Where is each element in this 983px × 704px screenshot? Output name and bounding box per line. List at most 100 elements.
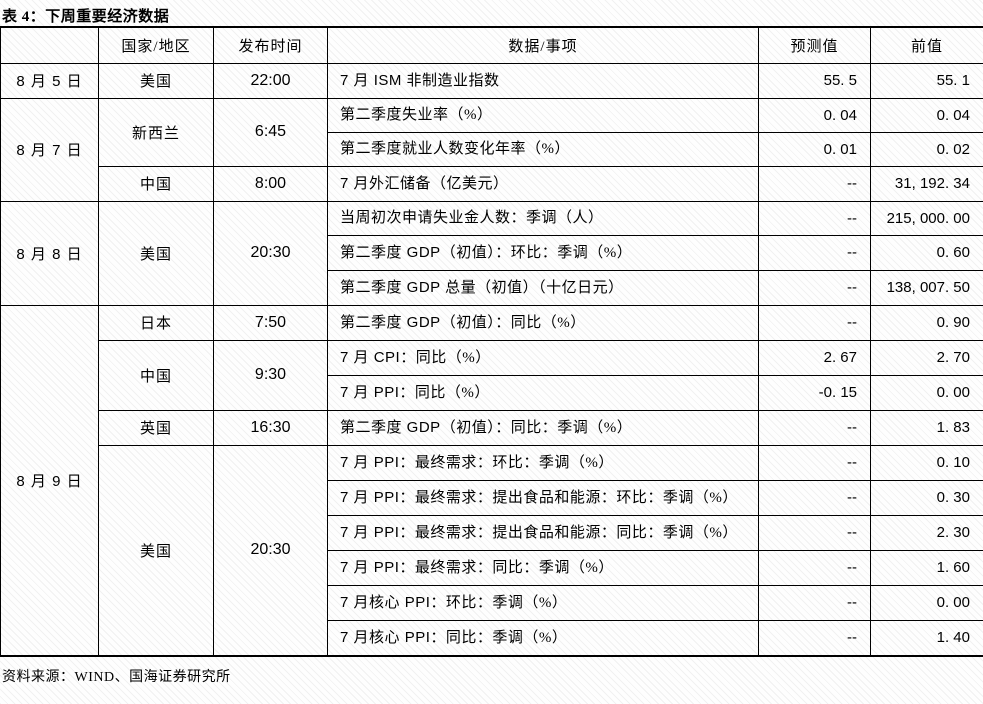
table-row: 中国 8:00 7 月外汇储备（亿美元） -- 31, 192. 34: [1, 165, 983, 202]
latin-text: 7: [46, 142, 67, 159]
item-cell: 7 月外汇储备（亿美元）: [327, 165, 759, 202]
latin-text: PPI: [369, 383, 400, 401]
forecast-cell: --: [758, 409, 871, 446]
column-header-date: [0, 26, 99, 64]
previous-cell: 0. 02: [870, 131, 983, 167]
item-cell: 第二季度失业率（%）: [327, 97, 759, 133]
forecast-cell: --: [758, 304, 871, 341]
latin-text: PPI: [369, 488, 400, 506]
item-cell: 第二季度就业人数变化年率（%）: [327, 131, 759, 167]
item-cell: 第二季度 GDP（初值）：同比（%）: [327, 304, 759, 341]
date-cell: 8 月 5 日: [0, 62, 99, 99]
table-row: 美国 20:30 7 月 PPI：最终需求：环比：季调（%） -- 0. 10: [1, 444, 983, 656]
previous-cell: 1. 60: [870, 549, 983, 586]
latin-text: 7: [340, 558, 354, 576]
source-note: 资料来源：WIND、国海证券研究所: [2, 669, 231, 685]
previous-cell: 0. 60: [870, 234, 983, 271]
time-cell: 20:30: [213, 200, 328, 306]
previous-cell: 0. 10: [870, 444, 983, 481]
table-row: 8 月 7 日新西兰 6:45 第二季度失业率（%） 0. 04 0. 04: [0, 97, 983, 202]
item-cell: 7 月 PPI：最终需求：提出食品和能源：同比：季调（%）: [327, 514, 759, 551]
forecast-cell: --: [758, 269, 871, 306]
previous-cell: 0. 04: [870, 97, 983, 133]
item-cell: 第二季度 GDP（初值）：环比：季调（%）: [327, 234, 759, 271]
previous-cell: 55. 1: [870, 62, 983, 99]
country-cell: 中国: [98, 339, 214, 411]
forecast-cell: 2. 67: [758, 339, 871, 376]
time-cell: 9:30: [213, 339, 328, 411]
date-cell: 8 月 8 日: [0, 200, 99, 306]
table-row: 中国 9:30 7 月 CPI：同比（%） 2. 67 2. 70: [1, 339, 983, 411]
time-cell: 7:50: [213, 304, 328, 341]
latin-text: GDP: [402, 313, 441, 331]
table-title: 表 4：下周重要经济数据: [2, 9, 170, 25]
latin-text: 7: [340, 453, 354, 471]
table-row: 英国 16:30 第二季度 GDP（初值）：同比：季调（%） -- 1. 83: [1, 409, 983, 446]
latin-text: ISM: [369, 71, 407, 89]
latin-text: 7: [340, 628, 354, 646]
forecast-cell: --: [758, 619, 871, 656]
time-cell: 20:30: [213, 444, 328, 656]
forecast-cell: --: [758, 514, 871, 551]
latin-text: CPI: [369, 348, 401, 366]
table-row: 第二季度就业人数变化年率（%） 0. 01 0. 02: [1, 131, 983, 167]
forecast-cell: --: [758, 200, 871, 236]
table-header-row: 国家/地区 发布时间 数据/事项 预测值 前值: [0, 26, 983, 64]
item-cell: 第二季度 GDP（初值）：同比：季调（%）: [327, 409, 759, 446]
country-cell: 美国: [98, 444, 214, 656]
latin-text: 8: [16, 142, 31, 159]
previous-cell: 1. 83: [870, 409, 983, 446]
forecast-cell: --: [758, 444, 871, 481]
latin-text: PPI: [369, 523, 400, 541]
forecast-cell: --: [758, 234, 871, 271]
country-cell: 中国: [98, 165, 214, 202]
previous-cell: 1. 40: [870, 619, 983, 656]
time-cell: 6:45: [213, 97, 328, 167]
time-cell: 16:30: [213, 409, 328, 446]
previous-cell: 138, 007. 50: [870, 269, 983, 306]
item-cell: 7 月 CPI：同比（%）: [327, 339, 759, 376]
item-cell: 第二季度 GDP 总量（初值）（十亿日元）: [327, 269, 759, 306]
latin-text: 8: [16, 245, 31, 263]
latin-text: PPI: [369, 558, 400, 576]
latin-text: 9: [46, 472, 67, 490]
latin-text: 7: [340, 488, 354, 506]
item-cell: 7 月 ISM 非制造业指数: [327, 62, 759, 99]
forecast-cell: 55. 5: [758, 62, 871, 99]
item-cell: 7 月核心 PPI：同比：季调（%）: [327, 619, 759, 656]
forecast-cell: --: [758, 165, 871, 202]
previous-cell: 0. 00: [870, 374, 983, 411]
previous-cell: 2. 70: [870, 339, 983, 376]
latin-text: 7: [340, 348, 354, 366]
forecast-cell: -0. 15: [758, 374, 871, 411]
latin-text: 8: [16, 73, 31, 90]
latin-text: GDP: [402, 243, 441, 261]
latin-text: 7: [340, 383, 354, 401]
item-cell: 7 月核心 PPI：环比：季调（%）: [327, 584, 759, 621]
date-cell: 8 月 7 日: [0, 97, 99, 202]
table-row: 8 月 8 日美国 20:30 当周初次申请失业金人数：季调（人） -- 215, 00…: [0, 200, 983, 306]
time-cell: 22:00: [213, 62, 328, 99]
date-cell: 8 月 9 日: [0, 304, 99, 656]
column-header-country: 国家/地区: [98, 26, 214, 64]
latin-text: 7: [340, 71, 354, 89]
forecast-cell: --: [758, 479, 871, 516]
previous-cell: 0. 00: [870, 584, 983, 621]
latin-text: PPI: [400, 628, 431, 646]
latin-text: 5: [46, 73, 67, 90]
latin-text: 7: [340, 593, 354, 611]
column-header-item: 数据/事项: [327, 26, 759, 64]
table-head: 国家/地区 发布时间 数据/事项 预测值 前值: [0, 26, 983, 64]
latin-text: GDP: [402, 278, 446, 296]
report-table-figure: 表 4：下周重要经济数据 国家/地区 发布时间 数据/事项 预测值 前值 8 月 5 日…: [0, 9, 983, 685]
item-cell: 7 月 PPI：最终需求：同比：季调（%）: [327, 549, 759, 586]
forecast-cell: --: [758, 549, 871, 586]
table-row: 第二季度 GDP（初值）：环比：季调（%） -- 0. 60: [1, 234, 983, 271]
previous-cell: 0. 30: [870, 479, 983, 516]
column-header-forecast: 预测值: [758, 26, 871, 64]
country-cell: 美国: [98, 62, 214, 99]
table-row: 8 月 9 日日本 7:50 第二季度 GDP（初值）：同比（%） -- 0. 90: [0, 304, 983, 656]
latin-text: 8: [16, 472, 31, 490]
forecast-cell: 0. 04: [758, 97, 871, 133]
